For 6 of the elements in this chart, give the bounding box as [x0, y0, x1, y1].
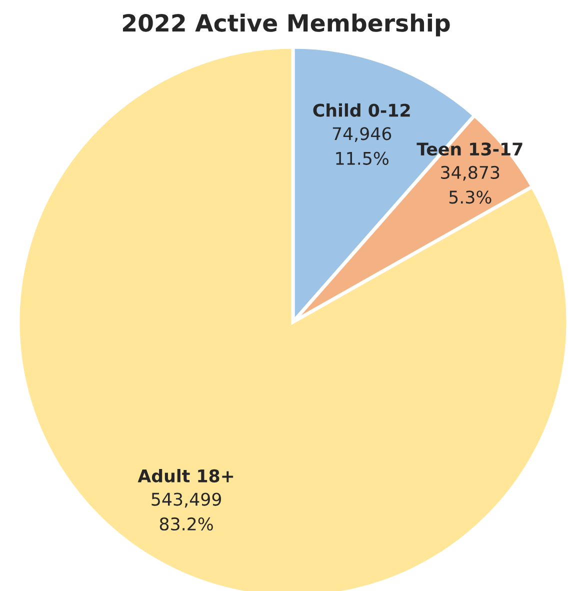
data-label: 34,873 5.3% — [441, 166, 500, 204]
slice-label: Child 0-12 — [313, 103, 410, 117]
data-label: 74,946 11.5% — [332, 127, 392, 165]
data-label: 543,499 83.2% — [152, 492, 221, 531]
slice-label: Adult 18+ — [138, 469, 234, 482]
chart-title: 2022 Active Membership — [123, 14, 450, 36]
